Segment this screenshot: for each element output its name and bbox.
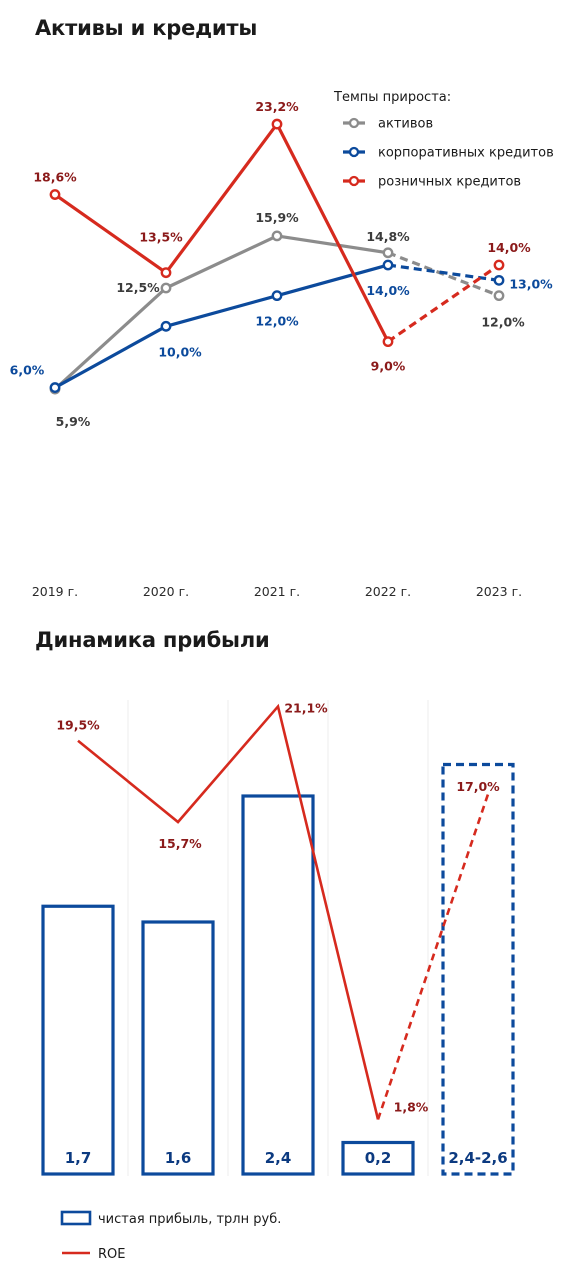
profit-bar [41, 904, 115, 1176]
data-label: 9,0% [371, 359, 406, 374]
assets-loans-line-chart: 2019 г. 2020 г. 2021 г. 2022 г. 2023 г. 5,9% 1… [10, 90, 554, 599]
data-point [160, 267, 172, 279]
chart-title-profit: Динамика прибыли [35, 628, 270, 652]
roe-line [77, 703, 380, 1120]
data-label: 12,5% [116, 280, 160, 295]
data-label: 12,0% [255, 314, 299, 329]
data-point [271, 118, 283, 130]
data-point [49, 189, 61, 200]
legend-bar-label: чистая прибыль, трлн руб. [98, 1212, 281, 1227]
series-line [53, 234, 390, 391]
legend-marker [348, 117, 360, 129]
series-line [53, 122, 390, 344]
profit-bar [441, 762, 515, 1176]
data-label: 5,9% [56, 414, 91, 429]
data-point [493, 274, 505, 286]
roe-data-label: 1,8% [394, 1099, 429, 1114]
data-point [493, 259, 505, 271]
bar-value-label: 1,6 [165, 1149, 192, 1167]
series-line [53, 263, 390, 390]
data-point [382, 259, 394, 271]
bar-value-label: 2,4-2,6 [448, 1149, 507, 1167]
x-tick-label: 2023 г. [476, 584, 522, 599]
roe-data-label: 17,0% [456, 779, 500, 794]
data-point [271, 290, 283, 302]
roe-data-label: 19,5% [56, 718, 100, 733]
profit-bar [341, 1140, 415, 1176]
legend-marker [348, 146, 360, 158]
x-tick-label: 2019 г. [32, 584, 78, 599]
data-label: 14,8% [366, 229, 410, 244]
data-label: 6,0% [10, 363, 45, 378]
data-label: 23,2% [255, 99, 299, 114]
bar-value-label: 0,2 [365, 1149, 392, 1167]
data-label: 18,6% [33, 170, 77, 185]
x-tick-label: 2020 г. [143, 584, 189, 599]
profit-bar [241, 794, 315, 1176]
series-line-forecast [387, 263, 500, 343]
data-label: 15,9% [255, 210, 299, 225]
series-line-forecast [387, 263, 500, 282]
data-point [160, 282, 172, 294]
data-point [271, 230, 283, 242]
chart-title-assets: Активы и кредиты [35, 16, 258, 40]
data-label: 13,5% [139, 230, 183, 245]
legend-line-label: ROE [98, 1247, 125, 1262]
roe-data-label: 15,7% [158, 836, 202, 851]
data-point [493, 290, 505, 302]
data-point [382, 336, 394, 348]
bar-value-label: 1,7 [65, 1149, 92, 1167]
x-tick-label: 2022 г. [365, 584, 411, 599]
legend-label: корпоративных кредитов [378, 146, 554, 161]
profit-bar [141, 920, 215, 1176]
legend-marker [348, 175, 360, 187]
data-point [160, 320, 172, 332]
data-point [49, 382, 61, 393]
bar-value-label: 2,4 [265, 1149, 292, 1167]
legend-title: Темпы прироста: [333, 90, 451, 105]
data-label: 12,0% [481, 315, 525, 330]
legend-label: активов [378, 117, 433, 132]
data-label: 14,0% [487, 240, 531, 255]
data-label: 10,0% [158, 344, 202, 359]
roe-line-forecast [376, 793, 490, 1120]
legend-bar-swatch [60, 1210, 92, 1226]
roe-data-label: 21,1% [284, 700, 328, 715]
legend-label: розничных кредитов [378, 175, 521, 190]
data-label: 13,0% [509, 276, 553, 291]
data-point [382, 247, 394, 259]
x-tick-label: 2021 г. [254, 584, 300, 599]
data-label: 14,0% [366, 283, 410, 298]
